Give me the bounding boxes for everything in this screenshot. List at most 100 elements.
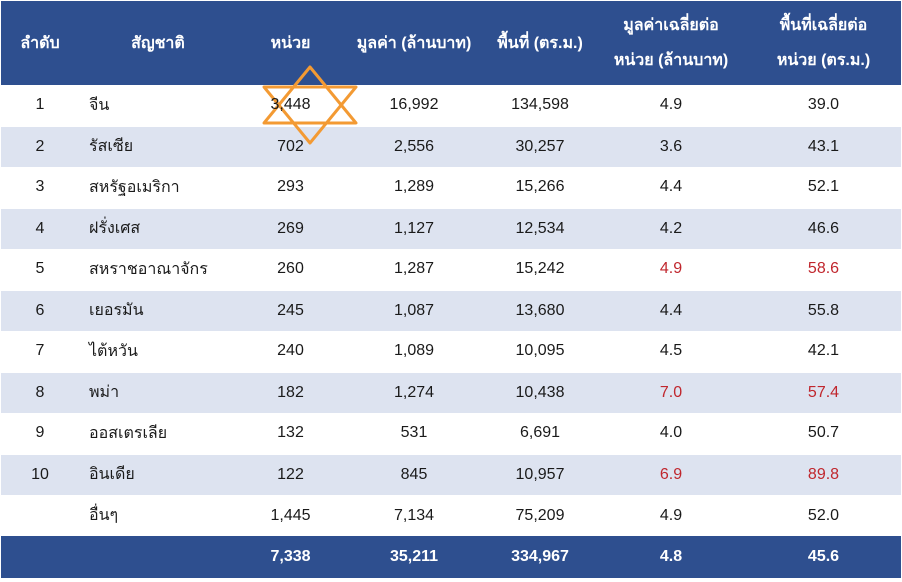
cell-avg-area: 58.6 [807, 260, 840, 278]
cell-area: 13,680 [484, 289, 596, 331]
header-avg-area-line2: หน่วย (ตร.ม.) [776, 52, 871, 69]
cell-area: 10,957 [484, 453, 596, 495]
cell-nationality: จีน [89, 96, 110, 114]
cell-value: 1,274 [344, 371, 484, 413]
cell-units: 702 [237, 125, 344, 167]
table-row: 2 รัสเซีย 702 2,556 30,257 3.6 43.1 [1, 125, 901, 167]
cell-avg-value: 4.4 [596, 289, 746, 331]
cell-rank: 9 [35, 424, 45, 442]
cell-avg-area: 89.8 [746, 453, 901, 495]
table-row: 6 เยอรมัน 245 1,087 13,680 4.4 55.8 [1, 289, 901, 331]
cell-avg-value: 4.9 [659, 260, 683, 278]
cell-area: 75,209 [515, 506, 565, 524]
header-avg-area: พื้นที่เฉลี่ยต่อ หน่วย (ตร.ม.) [746, 1, 901, 85]
cell-nationality: สหราชอาณาจักร [89, 260, 208, 278]
cell-value: 845 [344, 453, 484, 495]
cell-rank: 6 [1, 289, 79, 331]
cell-area: 12,534 [484, 207, 596, 249]
cell-nationality: รัสเซีย [79, 125, 237, 167]
total-row: 7,338 35,211 334,967 4.8 45.6 [1, 536, 901, 578]
header-row: ลำดับ สัญชาติ หน่วย มูลค่า (ล้านบาท) พื้… [1, 1, 901, 85]
cell-nationality: ออสเตรเลีย [89, 424, 168, 442]
cell-avg-value: 3.6 [596, 125, 746, 167]
cell-units: 122 [237, 453, 344, 495]
header-avg-area-line1: พื้นที่เฉลี่ยต่อ [779, 17, 868, 34]
cell-avg-value: 4.0 [659, 424, 683, 442]
header-nationality: สัญชาติ [131, 34, 185, 52]
cell-avg-area: 57.4 [746, 371, 901, 413]
cell-units: 293 [277, 178, 304, 196]
cell-area: 15,242 [515, 260, 565, 278]
table-row: 4 ฝรั่งเศส 269 1,127 12,534 4.2 46.6 [1, 207, 901, 249]
cell-rank: 8 [1, 371, 79, 413]
cell-units: 245 [237, 289, 344, 331]
cell-nationality: พม่า [79, 371, 237, 413]
total-nationality [79, 536, 237, 578]
cell-avg-area: 46.6 [746, 207, 901, 249]
cell-nationality: อื่นๆ [89, 507, 119, 524]
cell-rank: 3 [35, 178, 45, 196]
cell-units-value: 3,448 [270, 96, 311, 114]
cell-units: 269 [237, 207, 344, 249]
header-avg-value-line2: หน่วย (ล้านบาท) [613, 52, 729, 69]
cell-value: 16,992 [389, 96, 439, 114]
cell-value: 1,089 [393, 342, 435, 360]
cell-avg-area: 43.1 [746, 125, 901, 167]
cell-units: 132 [277, 424, 304, 442]
cell-avg-value: 4.4 [659, 178, 683, 196]
cell-value: 1,087 [344, 289, 484, 331]
header-rank: ลำดับ [20, 34, 60, 52]
cell-units: 1,445 [270, 506, 311, 524]
cell-rank: 5 [35, 260, 45, 278]
cell-avg-value: 4.9 [659, 96, 683, 114]
cell-area: 30,257 [484, 125, 596, 167]
table-row: 3 สหรัฐอเมริกา 293 1,289 15,266 4.4 52.1 [1, 167, 901, 208]
cell-nationality: อินเดีย [79, 453, 237, 495]
cell-nationality: ฝรั่งเศส [79, 207, 237, 249]
cell-value: 1,287 [393, 260, 435, 278]
cell-nationality: ไต้หวัน [89, 342, 138, 360]
cell-value: 531 [400, 424, 428, 442]
header-avg-value-line1: มูลค่าเฉลี่ยต่อ [623, 17, 719, 34]
cell-avg-value: 4.2 [596, 207, 746, 249]
cell-avg-area: 50.7 [807, 424, 840, 442]
cell-value: 7,134 [393, 506, 435, 524]
cell-units: 240 [277, 342, 304, 360]
table-row: 10 อินเดีย 122 845 10,957 6.9 89.8 [1, 453, 901, 495]
cell-avg-area: 52.0 [807, 506, 840, 524]
cell-nationality: สหรัฐอเมริกา [89, 178, 180, 196]
table-row: อื่นๆ 1,445 7,134 75,209 4.9 52.0 [1, 495, 901, 536]
table-row: 5 สหราชอาณาจักร 260 1,287 15,242 4.9 58.6 [1, 249, 901, 290]
table-row: 7 ไต้หวัน 240 1,089 10,095 4.5 42.1 [1, 331, 901, 372]
cell-avg-area: 55.8 [746, 289, 901, 331]
cell-rank: 7 [35, 342, 45, 360]
cell-area: 134,598 [511, 96, 569, 114]
total-area: 334,967 [511, 548, 569, 565]
cell-area: 15,266 [515, 178, 565, 196]
header-area: พื้นที่ (ตร.ม.) [497, 34, 583, 52]
cell-avg-area: 39.0 [807, 96, 840, 114]
cell-value: 1,289 [393, 178, 435, 196]
total-avg-area: 45.6 [807, 548, 840, 565]
table-row: 9 ออสเตรเลีย 132 531 6,691 4.0 50.7 [1, 413, 901, 454]
header-value: มูลค่า (ล้านบาท) [356, 34, 472, 52]
cell-rank: 1 [35, 96, 45, 114]
cell-value: 1,127 [344, 207, 484, 249]
cell-avg-value: 4.9 [659, 506, 683, 524]
cell-units: 3,448 [237, 65, 358, 145]
star-highlight-icon [262, 65, 358, 145]
total-avg-value: 4.8 [659, 548, 683, 565]
total-value: 35,211 [389, 548, 439, 565]
total-rank [1, 536, 79, 578]
cell-avg-value: 7.0 [596, 371, 746, 413]
cell-avg-value: 6.9 [596, 453, 746, 495]
cell-rank [1, 495, 79, 536]
cell-area: 10,095 [515, 342, 565, 360]
cell-area: 6,691 [519, 424, 561, 442]
table-row: 1 จีน 3,448 16,992 134,598 4.9 39.0 [1, 65, 901, 145]
cell-avg-area: 42.1 [807, 342, 840, 360]
header-avg-value: มูลค่าเฉลี่ยต่อ หน่วย (ล้านบาท) [596, 1, 746, 85]
header-units: หน่วย [270, 34, 311, 52]
cell-avg-area: 52.1 [807, 178, 840, 196]
